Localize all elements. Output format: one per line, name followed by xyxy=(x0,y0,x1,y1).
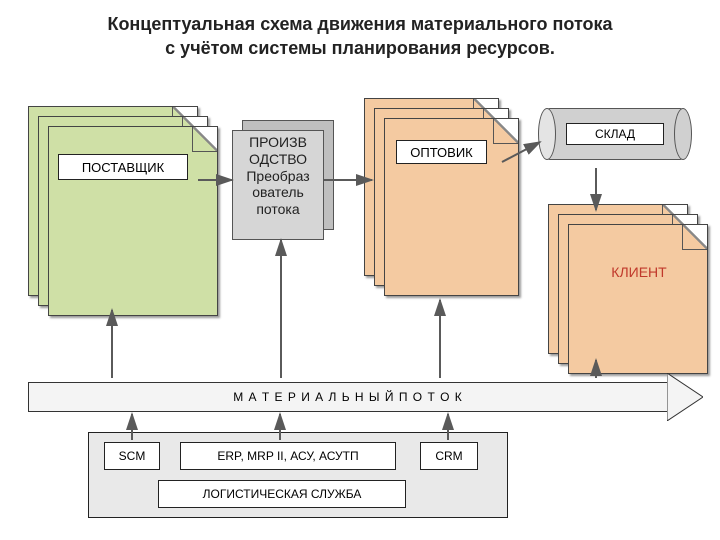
crm-box: CRM xyxy=(420,442,478,470)
material-flow-label: М А Т Е Р И А Л Ь Н Ы Й П О Т О К xyxy=(233,390,463,404)
warehouse-cylinder: СКЛАД xyxy=(540,108,690,160)
material-flow-arrowhead-icon xyxy=(667,373,703,421)
warehouse-labelbox: СКЛАД xyxy=(566,123,664,145)
wholesaler-labelbox: ОПТОВИК xyxy=(396,140,487,164)
page-title: Концептуальная схема движения материальн… xyxy=(0,12,720,61)
diagram-canvas: Концептуальная схема движения материальн… xyxy=(0,0,720,540)
erp-box: ERP, MRP II, АСУ, АСУТП xyxy=(180,442,396,470)
title-line-1: Концептуальная схема движения материальн… xyxy=(0,12,720,36)
wholesaler-label: ОПТОВИК xyxy=(410,145,473,160)
material-flow-bar: М А Т Е Р И А Л Ь Н Ы Й П О Т О К xyxy=(28,382,668,412)
logistics-box: ЛОГИСТИЧЕСКАЯ СЛУЖБА xyxy=(158,480,406,508)
wholesaler-stack xyxy=(364,98,519,296)
production-label: ПРОИЗВ ОДСТВО Преобраз ователь потока xyxy=(234,134,322,218)
supplier-label: ПОСТАВЩИК xyxy=(82,160,164,175)
client-stack xyxy=(548,204,708,374)
title-line-2: с учётом системы планирования ресурсов. xyxy=(0,36,720,60)
warehouse-label: СКЛАД xyxy=(595,127,635,141)
scm-box: SCM xyxy=(104,442,160,470)
client-label: КЛИЕНТ xyxy=(584,264,694,280)
supplier-labelbox: ПОСТАВЩИК xyxy=(58,154,188,180)
supplier-stack xyxy=(28,106,218,316)
